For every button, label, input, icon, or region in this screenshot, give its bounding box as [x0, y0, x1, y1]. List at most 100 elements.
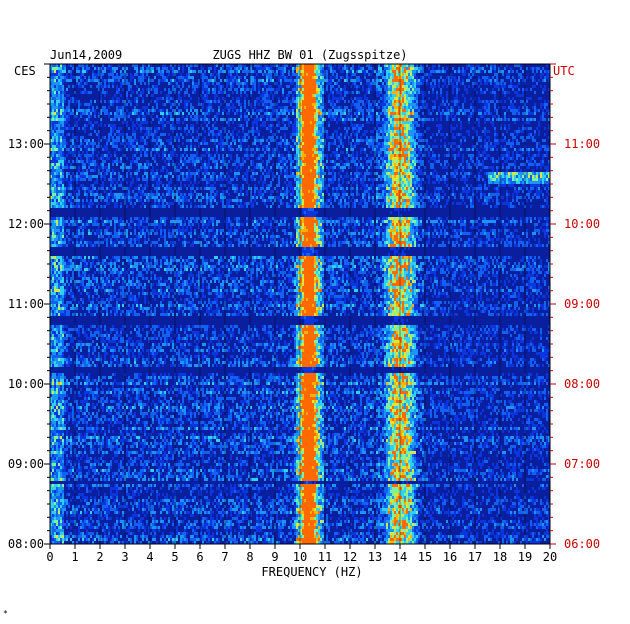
heat-cell [328, 109, 330, 112]
heat-cell [86, 154, 88, 157]
heat-cell [402, 64, 404, 67]
heat-cell [234, 67, 236, 70]
heat-cell [270, 76, 272, 79]
heat-cell [450, 115, 452, 118]
heat-cell [496, 139, 498, 142]
heat-cell [466, 160, 468, 163]
heat-cell [418, 154, 420, 157]
heat-cell [294, 73, 296, 76]
heat-cell [420, 100, 422, 103]
heat-cell [104, 154, 106, 157]
heat-cell [454, 76, 456, 79]
heat-cell [506, 109, 508, 112]
heat-cell [196, 115, 198, 118]
heat-cell [378, 112, 380, 115]
heat-cell [280, 166, 282, 169]
heat-cell [410, 139, 412, 142]
heat-cell [334, 82, 336, 85]
heat-cell [112, 79, 114, 82]
heat-cell [188, 160, 190, 163]
heat-cell [268, 85, 270, 88]
heat-cell [198, 103, 200, 106]
heat-cell [502, 139, 504, 142]
heat-cell [300, 94, 302, 97]
heat-cell [310, 112, 312, 115]
heat-cell [516, 151, 518, 154]
heat-cell [134, 130, 136, 133]
heat-cell [216, 148, 218, 151]
heat-cell [498, 67, 500, 70]
heat-cell [314, 103, 316, 106]
heat-cell [160, 70, 162, 73]
heat-cell [286, 79, 288, 82]
heat-cell [350, 112, 352, 115]
heat-cell [108, 100, 110, 103]
heat-cell [410, 121, 412, 124]
heat-cell [432, 64, 434, 67]
heat-cell [408, 64, 410, 67]
heat-cell [318, 88, 320, 91]
heat-cell [186, 127, 188, 130]
heat-cell [414, 112, 416, 115]
heat-cell [438, 70, 440, 73]
heat-cell [430, 163, 432, 166]
heat-cell [58, 97, 60, 100]
heat-cell [164, 76, 166, 79]
heat-cell [242, 88, 244, 91]
heat-cell [180, 157, 182, 160]
heat-cell [142, 67, 144, 70]
heat-cell [76, 136, 78, 139]
heat-cell [308, 109, 310, 112]
heat-cell [536, 154, 538, 157]
heat-cell [536, 163, 538, 166]
heat-cell [340, 139, 342, 142]
heat-cell [402, 139, 404, 142]
heat-cell [290, 100, 292, 103]
heat-cell [398, 151, 400, 154]
heat-cell [482, 100, 484, 103]
heat-cell [210, 157, 212, 160]
heat-cell [150, 148, 152, 151]
heat-cell [52, 157, 54, 160]
heat-cell [370, 106, 372, 109]
heat-cell [66, 121, 68, 124]
heat-cell [466, 163, 468, 166]
heat-cell [332, 151, 334, 154]
heat-cell [534, 103, 536, 106]
heat-cell [280, 67, 282, 70]
heat-cell [254, 136, 256, 139]
heat-cell [322, 130, 324, 133]
heat-cell [356, 127, 358, 130]
heat-cell [518, 73, 520, 76]
heat-cell [250, 67, 252, 70]
heat-cell [300, 133, 302, 136]
heat-cell [392, 70, 394, 73]
heat-cell [542, 145, 544, 148]
heat-cell [250, 91, 252, 94]
heat-cell [356, 106, 358, 109]
heat-cell [360, 166, 362, 169]
heat-cell [238, 124, 240, 127]
heat-cell [368, 166, 370, 169]
heat-cell [100, 82, 102, 85]
heat-cell [420, 82, 422, 85]
heat-cell [56, 139, 58, 142]
heat-cell [90, 142, 92, 145]
heat-cell [396, 94, 398, 97]
heat-cell [148, 76, 150, 79]
heat-cell [230, 73, 232, 76]
heat-cell [512, 136, 514, 139]
heat-cell [172, 121, 174, 124]
heat-cell [408, 85, 410, 88]
heat-cell [344, 133, 346, 136]
heat-cell [194, 109, 196, 112]
heat-cell [214, 91, 216, 94]
heat-cell [548, 136, 550, 139]
heat-cell [168, 94, 170, 97]
heat-cell [434, 160, 436, 163]
heat-cell [354, 133, 356, 136]
heat-cell [238, 163, 240, 166]
heat-cell [306, 109, 308, 112]
heat-cell [238, 139, 240, 142]
heat-cell [546, 148, 548, 151]
